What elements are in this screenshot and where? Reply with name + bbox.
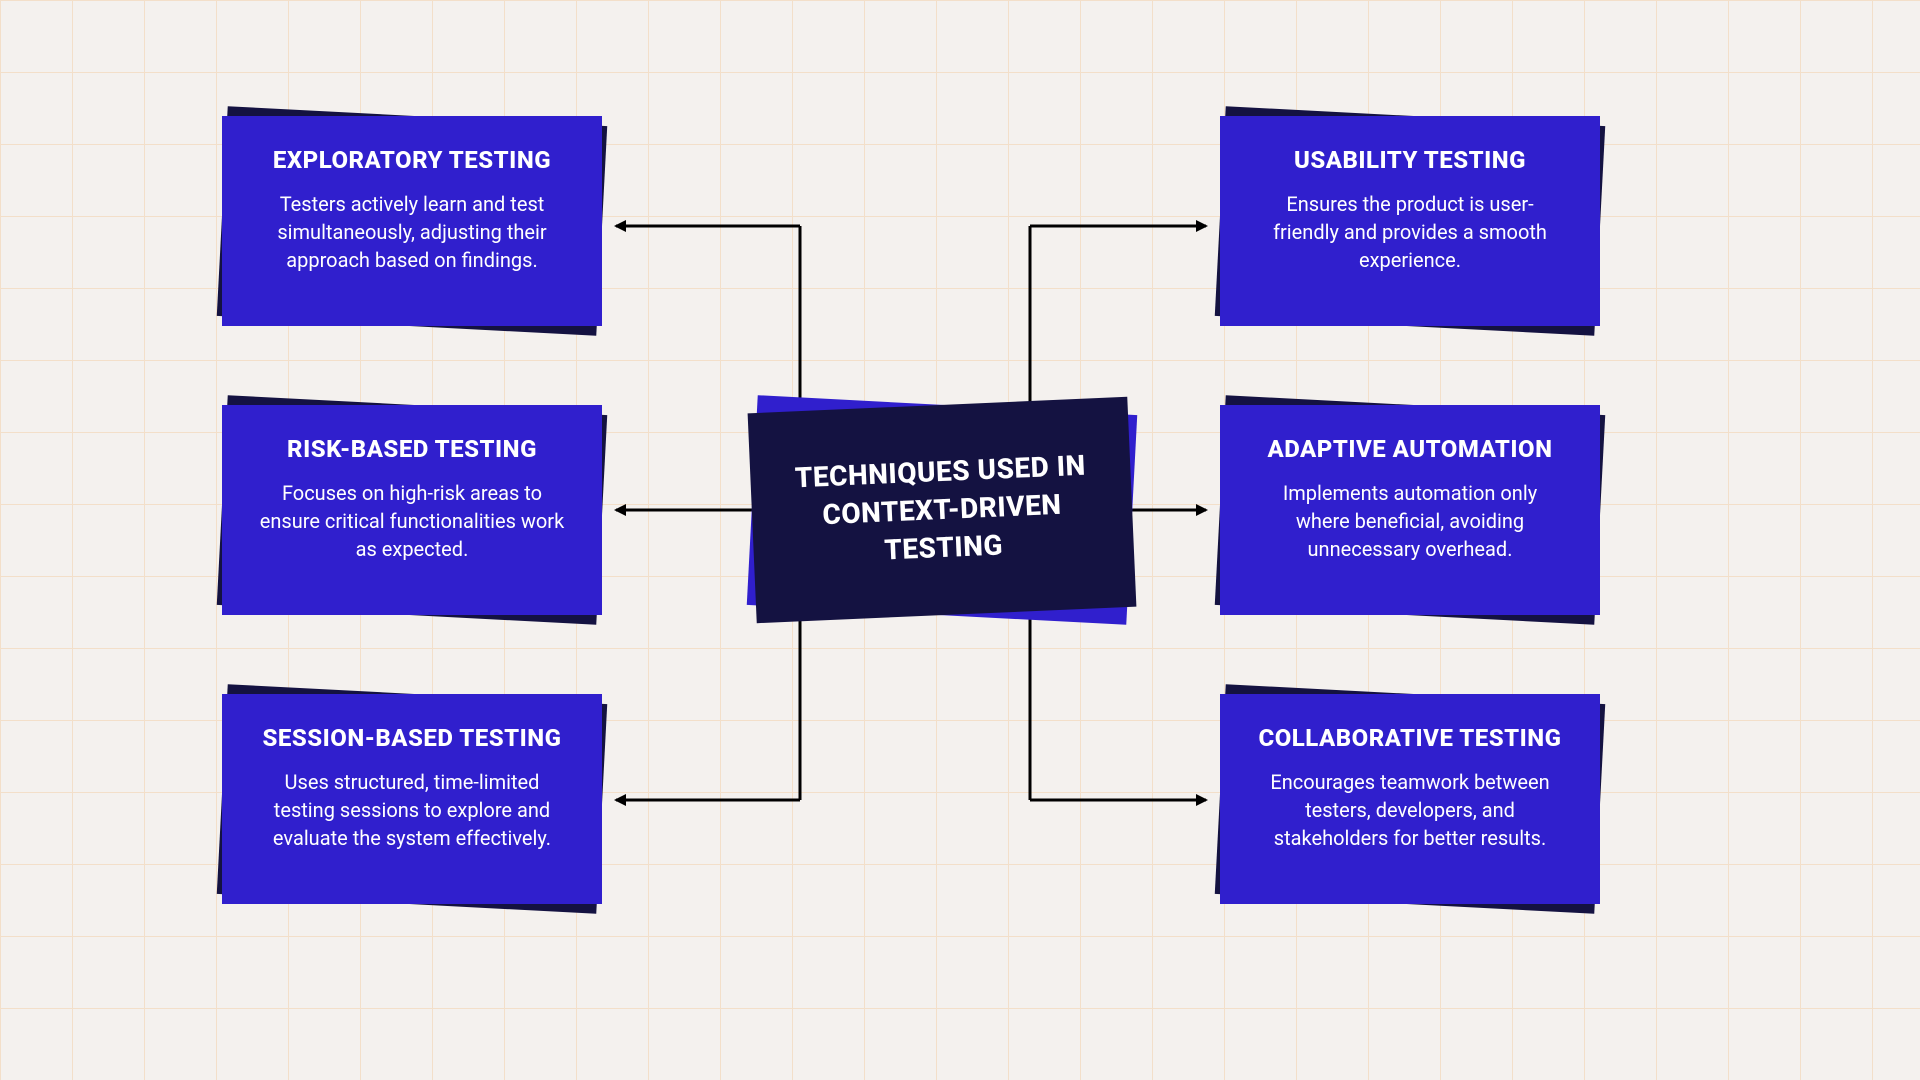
card-title: USABILITY TESTING [1294,146,1526,174]
card-body: EXPLORATORY TESTING Testers actively lea… [222,116,602,326]
card-text: Focuses on high-risk areas to ensure cri… [257,479,567,563]
card-session-based: SESSION-BASED TESTING Uses structured, t… [222,694,602,904]
card-text: Implements automation only where benefic… [1255,479,1565,563]
card-title: ADAPTIVE AUTOMATION [1267,435,1552,463]
card-title: SESSION-BASED TESTING [262,724,561,752]
card-text: Ensures the product is user-friendly and… [1255,190,1565,274]
card-body: ADAPTIVE AUTOMATION Implements automatio… [1220,405,1600,615]
center-node: TECHNIQUES USED IN CONTEXT-DRIVEN TESTIN… [752,405,1132,615]
center-node-card: TECHNIQUES USED IN CONTEXT-DRIVEN TESTIN… [748,397,1137,623]
card-text: Testers actively learn and test simultan… [257,190,567,274]
card-title: EXPLORATORY TESTING [273,146,551,174]
card-adaptive: ADAPTIVE AUTOMATION Implements automatio… [1220,405,1600,615]
card-body: RISK-BASED TESTING Focuses on high-risk … [222,405,602,615]
card-text: Encourages teamwork between testers, dev… [1255,768,1565,852]
card-usability: USABILITY TESTING Ensures the product is… [1220,116,1600,326]
card-body: COLLABORATIVE TESTING Encourages teamwor… [1220,694,1600,904]
card-exploratory: EXPLORATORY TESTING Testers actively lea… [222,116,602,326]
card-text: Uses structured, time-limited testing se… [257,768,567,852]
card-body: USABILITY TESTING Ensures the product is… [1220,116,1600,326]
card-title: RISK-BASED TESTING [287,435,537,463]
card-title: COLLABORATIVE TESTING [1259,724,1562,752]
card-body: SESSION-BASED TESTING Uses structured, t… [222,694,602,904]
card-collaborative: COLLABORATIVE TESTING Encourages teamwor… [1220,694,1600,904]
center-title: TECHNIQUES USED IN CONTEXT-DRIVEN TESTIN… [780,446,1105,573]
card-risk-based: RISK-BASED TESTING Focuses on high-risk … [222,405,602,615]
